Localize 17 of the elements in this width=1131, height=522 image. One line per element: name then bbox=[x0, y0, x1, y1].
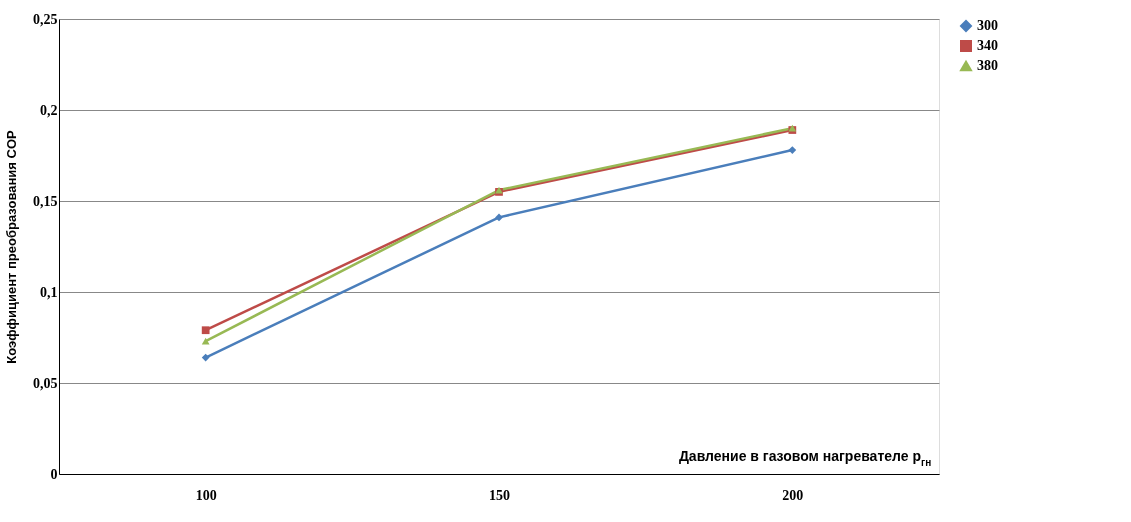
legend-label: 380 bbox=[977, 58, 998, 73]
y-tick-label: 0,15 bbox=[33, 193, 58, 209]
x-tick-label: 200 bbox=[782, 487, 804, 503]
y-tick-label: 0,25 bbox=[33, 11, 58, 27]
legend-label: 340 bbox=[977, 38, 998, 53]
point bbox=[495, 213, 503, 222]
point bbox=[201, 353, 210, 362]
legend-label: 300 bbox=[977, 18, 998, 33]
y-tick-label: 0,2 bbox=[40, 102, 58, 118]
x-tick-label: 100 bbox=[195, 487, 217, 503]
point bbox=[201, 326, 210, 335]
y-tick-label: 0,1 bbox=[40, 284, 58, 300]
y-tick-label: 0,05 bbox=[33, 375, 58, 391]
point bbox=[788, 146, 797, 154]
y-axis-title: Коэффициент преобразования COP bbox=[4, 130, 19, 364]
x-tick-label: 150 bbox=[489, 487, 510, 503]
y-tick-label: 0 bbox=[50, 466, 58, 482]
